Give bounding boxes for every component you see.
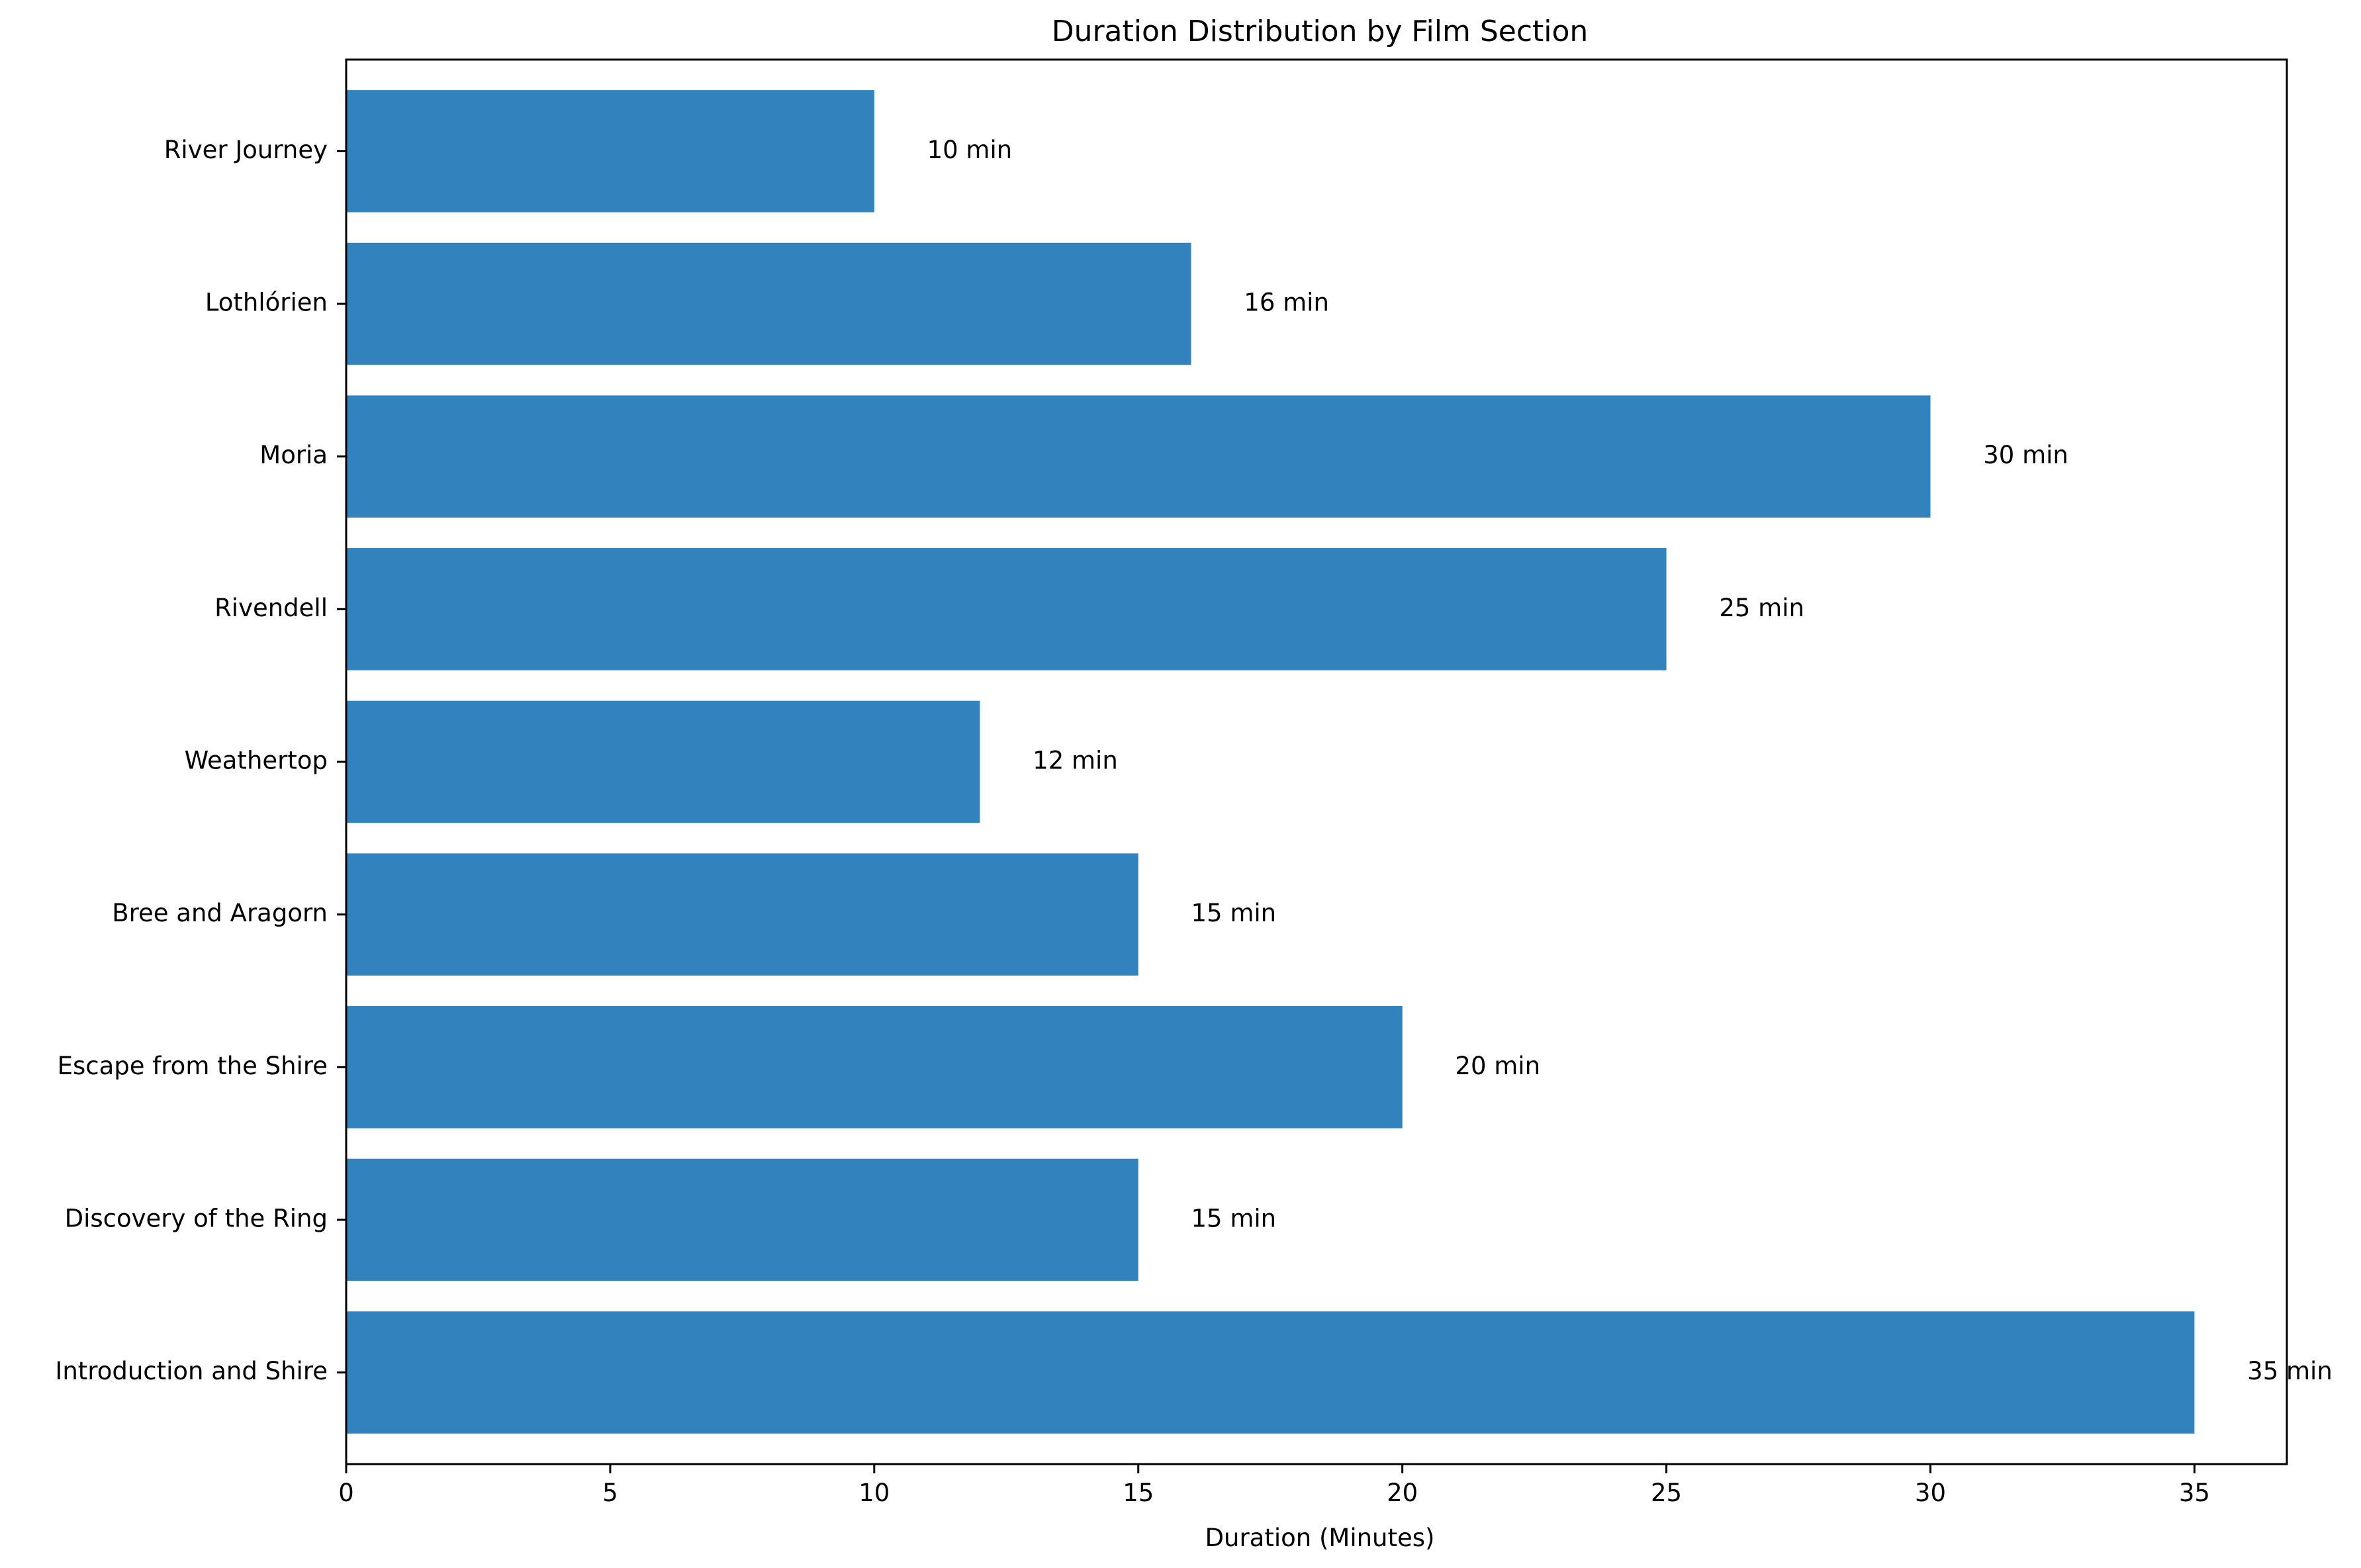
y-tick-label: Lothlórien (205, 289, 328, 317)
bars-group (346, 90, 2195, 1434)
x-tick-label: 5 (602, 1479, 618, 1507)
x-tick-label: 35 (2179, 1479, 2210, 1507)
bar (346, 1311, 2195, 1434)
x-axis-ticks: 0 5 10 15 20 25 30 35 (338, 1464, 2210, 1507)
bar (346, 242, 1191, 365)
bar (346, 90, 874, 212)
plot-area-frame (345, 58, 2288, 1465)
bar-value-label: 30 min (1983, 441, 2068, 469)
y-tick-label: River Journey (164, 136, 328, 164)
x-tick-label: 10 (858, 1479, 890, 1507)
bar-value-label: 15 min (1191, 1204, 1277, 1232)
bar-value-label: 12 min (1033, 747, 1118, 775)
bar (346, 700, 980, 823)
y-tick-label: Bree and Aragorn (112, 899, 328, 927)
bar-labels-group: 35 min 15 min 20 min 15 min 12 min 25 min 30 m… (927, 136, 2333, 1385)
y-tick-label: Moria (259, 441, 328, 469)
x-tick-label: 25 (1651, 1479, 1682, 1507)
bar (346, 395, 1931, 518)
bar (346, 1006, 1403, 1129)
bar-value-label: 35 min (2247, 1357, 2333, 1385)
bar-value-label: 20 min (1455, 1052, 1540, 1080)
bar (346, 853, 1138, 976)
bar-value-label: 15 min (1191, 899, 1277, 927)
x-axis-label: Duration (Minutes) (1205, 1524, 1435, 1552)
y-axis-ticks: Introduction and Shire Discovery of the R… (55, 136, 346, 1385)
y-tick-label: Discovery of the Ring (65, 1204, 328, 1232)
chart-title: Duration Distribution by Film Section (1052, 15, 1589, 48)
bar-value-label: 25 min (1719, 594, 1804, 622)
bar (346, 1158, 1138, 1281)
x-tick-label: 20 (1387, 1479, 1418, 1507)
y-tick-label: Escape from the Shire (58, 1052, 328, 1080)
y-tick-label: Introduction and Shire (55, 1357, 328, 1385)
bar (346, 548, 1667, 670)
x-tick-label: 15 (1123, 1479, 1154, 1507)
y-tick-label: Weathertop (185, 747, 328, 775)
bar-value-label: 10 min (927, 136, 1013, 164)
y-tick-label: Rivendell (214, 594, 328, 622)
bar-value-label: 16 min (1244, 289, 1329, 317)
x-tick-label: 30 (1915, 1479, 1946, 1507)
x-tick-label: 0 (338, 1479, 354, 1507)
